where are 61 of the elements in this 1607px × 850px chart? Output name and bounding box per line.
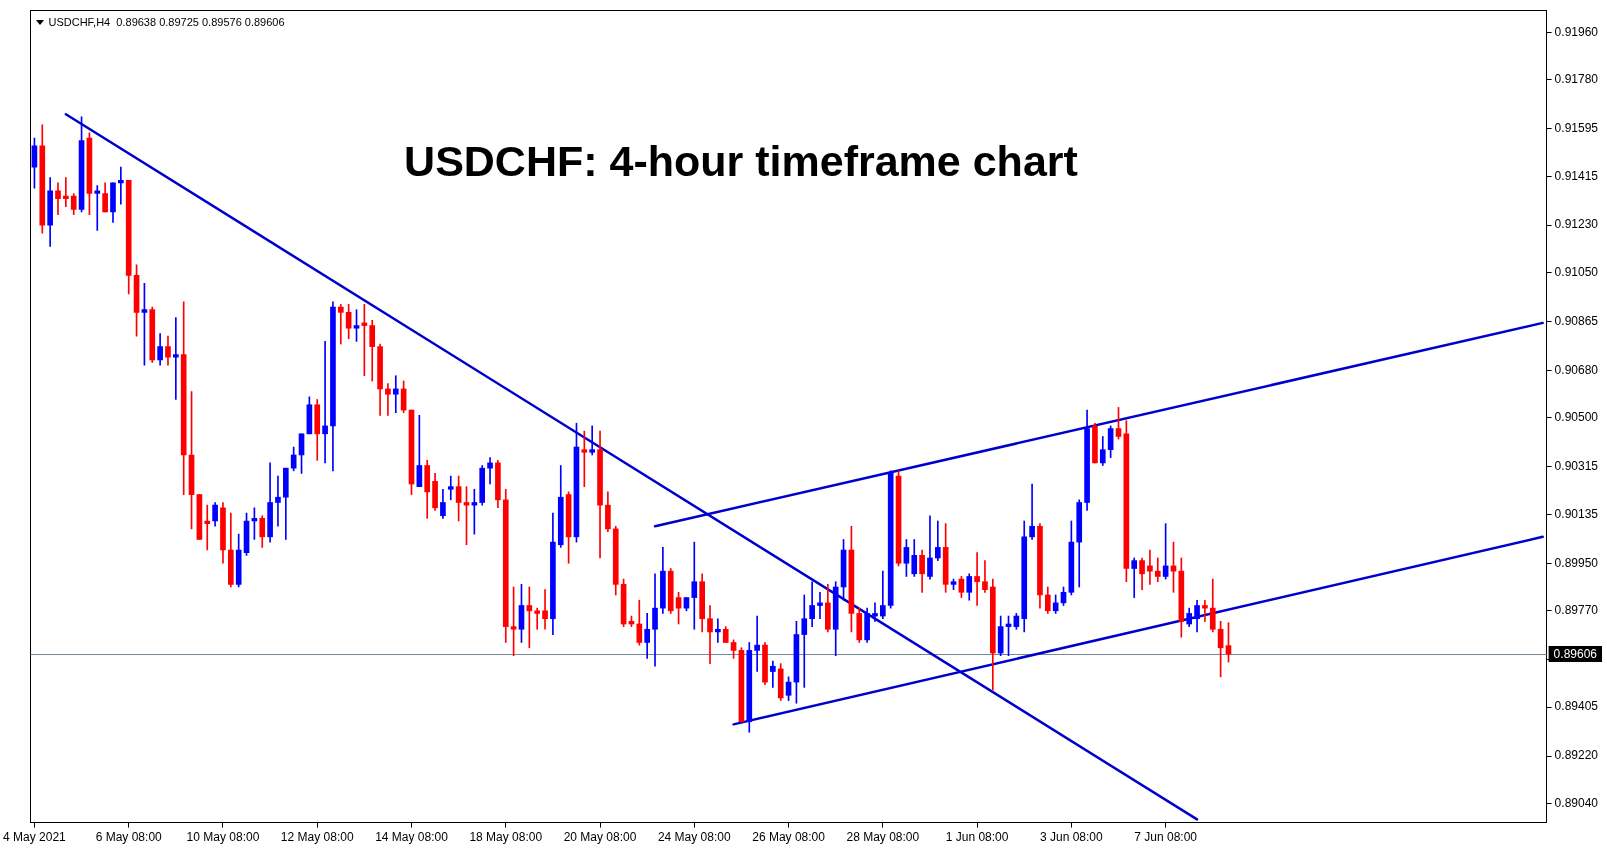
x-tick-label: 10 May 08:00 xyxy=(186,830,260,845)
annotation: USDCHF,H4 0.89638 0.89725 0.89576 0.89606 xyxy=(48,16,285,29)
x-tick-label: 7 Jun 08:00 xyxy=(1134,830,1198,845)
candlestick xyxy=(275,475,281,527)
y-tick-label: 0.90135 xyxy=(1554,506,1599,521)
y-tick-label: 0.91780 xyxy=(1554,72,1599,87)
candlestick xyxy=(707,605,713,664)
candlestick xyxy=(1131,557,1138,598)
candlestick xyxy=(322,341,328,464)
y-tick-label: 0.90680 xyxy=(1554,362,1599,377)
y-tick-label: 0.89405 xyxy=(1554,699,1599,714)
candlestick xyxy=(817,591,823,620)
candlestick xyxy=(542,589,548,630)
candlestick xyxy=(581,430,588,487)
candlestick xyxy=(63,177,69,208)
candlestick xyxy=(337,304,344,345)
candlestick xyxy=(715,618,721,643)
candlestick xyxy=(94,185,101,231)
y-tick-label: 0.91595 xyxy=(1554,121,1599,136)
y-tick-label: 0.91415 xyxy=(1554,168,1599,183)
candlestick xyxy=(652,573,658,667)
x-tick-label: 4 May 2021 xyxy=(3,830,67,845)
candlestick xyxy=(754,615,760,672)
x-tick-label: 3 Jun 08:00 xyxy=(1040,830,1104,845)
x-tick-label: 6 May 08:00 xyxy=(95,830,163,845)
candlestick xyxy=(534,607,541,630)
y-tick-label: 0.91960 xyxy=(1554,24,1599,39)
y-tick-label: 0.90500 xyxy=(1554,410,1599,425)
x-tick-label: 1 Jun 08:00 xyxy=(945,830,1009,845)
candlestick xyxy=(392,375,399,414)
candlestick xyxy=(974,552,980,606)
candlestick xyxy=(872,602,878,622)
y-tick-label: 0.90865 xyxy=(1554,313,1599,328)
y-tick-label: 0.91230 xyxy=(1554,217,1599,232)
y-tick-label: 0.89220 xyxy=(1554,748,1599,763)
candlestick xyxy=(173,317,179,400)
candlestick xyxy=(770,660,776,688)
candlestick xyxy=(204,504,211,551)
y-tick-label: 0.89770 xyxy=(1554,603,1599,618)
x-tick-label: 20 May 08:00 xyxy=(563,830,637,845)
y-tick-label: 0.91050 xyxy=(1554,265,1599,280)
candlestick xyxy=(589,425,596,456)
x-tick-label: 24 May 08:00 xyxy=(657,830,731,845)
x-tick-label: 12 May 08:00 xyxy=(280,830,354,845)
x-tick-label: 28 May 08:00 xyxy=(846,830,920,845)
candlestick xyxy=(880,570,886,620)
candlestick xyxy=(1029,483,1035,540)
candlestick xyxy=(118,166,124,205)
y-tick-label: 0.89040 xyxy=(1554,795,1599,810)
y-tick-label: 0.90315 xyxy=(1554,459,1599,474)
candlestick xyxy=(801,594,808,688)
candlestick xyxy=(447,475,454,501)
ref-line-label: 0.89606 xyxy=(1553,646,1598,661)
candlestick xyxy=(385,383,391,416)
x-tick-label: 14 May 08:00 xyxy=(375,830,449,845)
candlestick xyxy=(691,541,698,630)
x-tick-label: 18 May 08:00 xyxy=(469,830,543,845)
candlestick xyxy=(1202,599,1208,622)
x-tick-label: 26 May 08:00 xyxy=(752,830,826,845)
text: USDCHF: 4-hour timeframe chart xyxy=(404,137,1078,186)
y-tick-label: 0.89950 xyxy=(1554,555,1599,570)
